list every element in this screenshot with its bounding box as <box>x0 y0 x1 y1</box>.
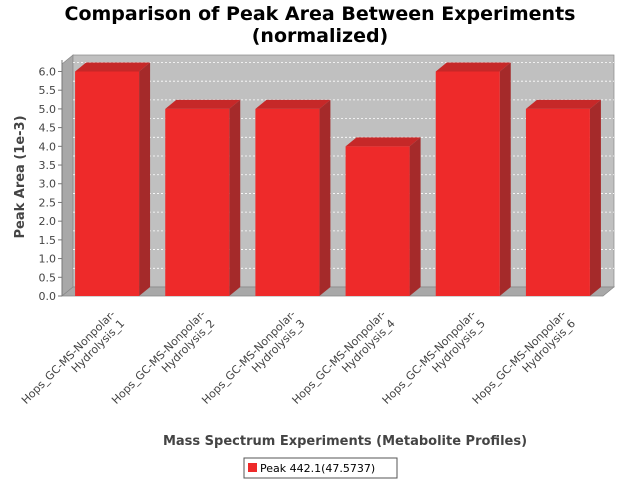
y-tick-label: 4.0 <box>39 140 57 153</box>
bar-front <box>165 108 230 296</box>
y-tick-label: 1.0 <box>39 253 57 266</box>
legend-swatch <box>248 463 257 472</box>
bar-top <box>255 99 331 109</box>
x-category-label-line: Hops_GC-MS-Nonpolar- <box>199 308 298 407</box>
legend-label: Peak 442.1(47.5737) <box>260 462 375 475</box>
chart-title-line-1: Comparison of Peak Area Between Experime… <box>65 3 576 25</box>
x-category-label-line: Hops_GC-MS-Nonpolar- <box>380 308 479 407</box>
plot-area <box>61 54 615 297</box>
bar-side <box>229 99 241 296</box>
bar <box>75 62 151 296</box>
y-axis-title: Peak Area (1e-3) <box>13 115 28 238</box>
y-tick-label: 5.5 <box>39 84 57 97</box>
bar-top <box>525 99 601 109</box>
legend-box <box>243 457 398 479</box>
bar-top <box>165 99 241 109</box>
plot-left-wall <box>61 54 74 297</box>
y-tick-label: 2.0 <box>39 215 57 228</box>
chart-title-line-2: (normalized) <box>252 25 389 47</box>
bar-front <box>255 108 320 296</box>
x-category-label-line: Hops_GC-MS-Nonpolar- <box>19 308 118 407</box>
bar-front <box>345 146 410 296</box>
x-category-label: Hops_GC-MS-Nonpolar-Hydrolysis_6 <box>470 308 578 407</box>
bar <box>345 137 421 296</box>
bars <box>75 62 601 296</box>
bar-side <box>139 62 151 296</box>
y-axis: 0.0 0.5 1.0 1.5 2.0 2.5 3.0 3.5 4.0 4.5 5.0 5.5 6.0 <box>39 60 63 303</box>
y-tick-label: 0.5 <box>39 271 57 284</box>
y-tick-label: 2.5 <box>39 196 57 209</box>
y-tick-label: 0.0 <box>39 290 57 303</box>
bar <box>525 99 601 296</box>
x-category-label-line: Hops_GC-MS-Nonpolar- <box>289 308 388 407</box>
bar <box>255 99 331 296</box>
y-tick-label: 6.0 <box>39 65 57 78</box>
bar-front <box>525 108 590 296</box>
y-tick-label: 5.0 <box>39 103 57 116</box>
bar-side <box>409 137 421 296</box>
x-axis-categories: Hops_GC-MS-Nonpolar-Hydrolysis_1Hops_GC-… <box>19 308 578 407</box>
bar-top <box>75 62 151 72</box>
bar-top <box>435 62 511 72</box>
bar-side <box>589 99 601 296</box>
bar-top <box>345 137 421 147</box>
y-tick-label: 3.0 <box>39 178 57 191</box>
bar-side <box>499 62 511 296</box>
y-tick-label: 4.5 <box>39 122 57 135</box>
y-tick-label: 3.5 <box>39 159 57 172</box>
x-axis-title: Mass Spectrum Experiments (Metabolite Pr… <box>163 434 527 449</box>
x-category-label-line: Hops_GC-MS-Nonpolar- <box>109 308 208 407</box>
bar <box>165 99 241 296</box>
bar-front <box>435 71 500 296</box>
plot-back-wall <box>72 54 615 288</box>
y-tick-label: 1.5 <box>39 234 57 247</box>
bar-front <box>75 71 140 296</box>
bar <box>435 62 511 296</box>
bar-side <box>319 99 331 296</box>
legend: Peak 442.1(47.5737) <box>243 457 398 479</box>
x-category-label-line: Hops_GC-MS-Nonpolar- <box>470 308 569 407</box>
